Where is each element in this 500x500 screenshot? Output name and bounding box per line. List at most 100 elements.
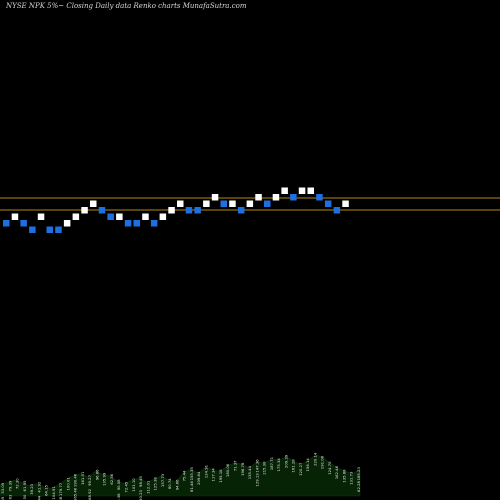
- renko-brick-down: [333, 207, 341, 214]
- volume-label: 220.14: [312, 452, 317, 466]
- renko-brick-up: [168, 207, 175, 214]
- renko-brick-down: [194, 207, 201, 214]
- volume-label: 147.36: [254, 459, 259, 473]
- volume-label: 131.73: [349, 471, 354, 485]
- volume-label: 129.13: [254, 473, 259, 487]
- volume-label: 75.44: [182, 470, 187, 481]
- volume-label: 124.91: [203, 464, 208, 478]
- renko-brick-down: [220, 200, 227, 207]
- renko-brick-up: [37, 213, 45, 220]
- volume-label: 175.34: [276, 458, 281, 472]
- renko-brick-down: [124, 220, 132, 227]
- volume-label: 53.09: [0, 482, 5, 493]
- renko-brick-up: [272, 194, 280, 201]
- volume-label: 72.45: [124, 481, 129, 492]
- volume-label: 156.14: [305, 458, 310, 472]
- volume-label: 90.08: [116, 479, 121, 490]
- renko-brick-down: [3, 220, 10, 227]
- chart-title: NYSE NPK 5%~ Closing Daily data Renko ch…: [6, 2, 247, 10]
- renko-brick-up: [81, 207, 88, 214]
- renko-brick-up: [307, 187, 314, 194]
- volume-label: 196.78: [240, 462, 245, 476]
- volume-label: 64.15: [44, 484, 49, 495]
- volume-label: 101.10: [131, 478, 136, 492]
- volume-label: 39.23: [29, 483, 34, 494]
- renko-brick-up: [116, 213, 123, 220]
- volume-label: 191.08: [320, 455, 325, 469]
- volume-label: 61.95: [22, 480, 27, 491]
- volume-label: 104.91: [51, 486, 56, 500]
- volume-label: 62.56: [109, 473, 114, 484]
- volume-label: 100.01: [65, 477, 70, 491]
- renko-brick-up: [142, 213, 149, 220]
- volume-label: 120.27: [298, 462, 303, 476]
- renko-brick-down: [55, 226, 62, 233]
- volume-label: 94.66: [174, 479, 179, 490]
- renko-brick-down: [98, 207, 106, 214]
- volume-label: 62.28: [356, 481, 361, 492]
- volume-label: 162.46: [334, 465, 339, 479]
- volume-label: 135.44: [247, 465, 252, 479]
- renko-brick-down: [290, 194, 297, 201]
- volume-label: 155.35: [189, 467, 194, 481]
- renko-brick-up: [229, 200, 236, 207]
- renko-brick-up: [177, 200, 184, 207]
- renko-brick-up: [255, 194, 262, 201]
- renko-brick-down: [237, 207, 245, 214]
- volume-label: 161.51: [80, 471, 85, 485]
- volume-label: 135.88: [342, 469, 347, 483]
- volume-label: 81.46: [189, 481, 194, 492]
- volume-label: 187.71: [269, 456, 274, 470]
- renko-brick-down: [107, 213, 114, 220]
- volume-label: 165.46: [73, 487, 78, 500]
- renko-brick-up: [11, 213, 19, 220]
- volume-label: 90.23: [138, 490, 143, 500]
- volume-label: 96.86: [94, 469, 99, 480]
- renko-brick-down: [185, 207, 193, 214]
- volume-label: 68.92: [87, 488, 92, 499]
- volume-label: 28.44: [36, 495, 41, 500]
- volume-label: 80.74: [167, 478, 172, 489]
- renko-brick-up: [211, 194, 219, 201]
- volume-label: 79.58: [58, 496, 63, 500]
- volume-label: 180.06: [225, 463, 230, 477]
- volume-label: 195.18: [218, 469, 223, 483]
- renko-brick-down: [29, 226, 36, 233]
- volume-label: 98.45: [138, 476, 143, 487]
- volume-label: 38.50: [22, 494, 27, 500]
- volume-label: 91.39: [0, 496, 5, 500]
- renko-brick-down: [324, 200, 332, 207]
- renko-brick-up: [298, 187, 306, 194]
- volume-label: 79.39: [7, 480, 12, 491]
- volume-label: 72.30: [15, 478, 20, 489]
- renko-brick-down: [46, 226, 53, 233]
- volume-label: 209.39: [283, 454, 288, 468]
- renko-brick-down: [150, 220, 158, 227]
- volume-area: [0, 454, 361, 497]
- renko-brick-up: [72, 213, 80, 220]
- volume-label: 117.34: [211, 468, 216, 482]
- renko-brick-down: [20, 220, 27, 227]
- volume-label: 209.64: [196, 471, 201, 485]
- renko-brick-up: [90, 200, 97, 207]
- volume-label: 71.37: [233, 460, 238, 471]
- volume-label: 157.73: [160, 473, 165, 487]
- volume-area-fill: [0, 454, 361, 497]
- volume-label: 185.23: [356, 467, 361, 481]
- renko-brick-up: [281, 187, 288, 194]
- renko-brick-up: [63, 220, 71, 227]
- renko-brick-up: [159, 213, 167, 220]
- renko-brick-up: [342, 200, 349, 207]
- volume-label: 125.38: [153, 477, 158, 491]
- volume-label: 41.92: [36, 481, 41, 492]
- volume-label: 215.38: [262, 461, 267, 475]
- volume-label: 161.28: [291, 459, 296, 473]
- renko-brick-down: [133, 220, 140, 227]
- volume-label: 61.63: [7, 494, 12, 500]
- volume-label: 179.77: [58, 482, 63, 496]
- volume-label: 135.99: [102, 472, 107, 486]
- renko-brick-down: [316, 194, 323, 201]
- renko-brick-up: [203, 200, 210, 207]
- renko-bricks: [3, 187, 349, 233]
